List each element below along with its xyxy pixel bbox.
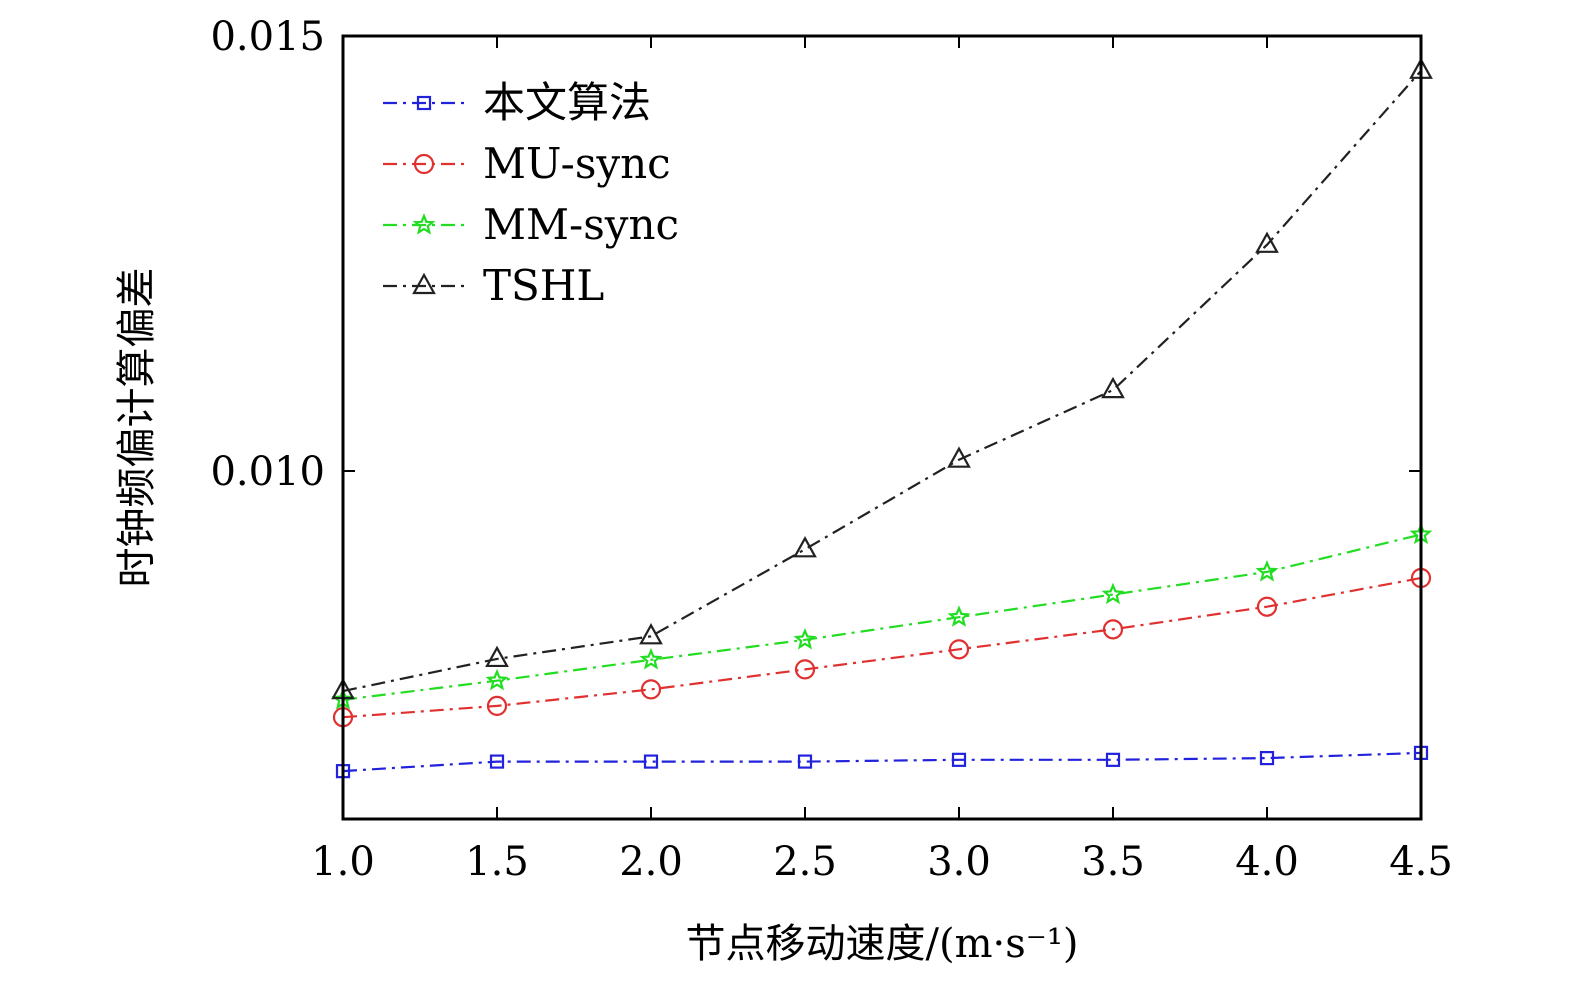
data-point [1259,750,1275,766]
data-point [1101,376,1125,399]
data-point [486,695,508,717]
legend-item: TSHL [383,261,604,310]
legend-swatch-marker [416,95,432,111]
data-point [794,659,816,680]
legend-label: MU-sync [483,139,671,188]
legend-swatch-marker [412,272,436,295]
y-tick-label: 0.010 [210,449,325,495]
data-point [947,446,971,468]
series-2 [331,522,1433,710]
legend-swatch-marker [413,153,435,175]
legend-swatch-marker [412,213,436,235]
legend-item: MU-sync [383,139,671,188]
data-point [485,645,509,668]
data-point [643,754,659,769]
series-line [342,70,1422,693]
plot-frame [341,34,1423,821]
x-tick-label: 3.5 [1081,839,1145,885]
series-0 [335,745,1429,779]
y-axis-ticks: 0.010 0.015 [210,14,1421,495]
x-axis-ticks: 1.0 1.5 2.0 2.5 3.0 3.5 4.0 4.5 [311,36,1453,885]
data-point [1102,619,1124,640]
legend-label: TSHL [483,261,604,310]
data-point [1255,231,1279,253]
data-point [639,647,663,670]
y-axis-label: 时钟频偏计算偏差 [114,268,160,588]
data-point [793,627,817,650]
data-point [485,668,509,691]
data-point [1105,752,1121,767]
legend-item: MM-sync [383,200,679,249]
data-point [640,679,662,700]
data-point [639,623,663,645]
data-point [951,752,967,767]
data-point [948,639,970,660]
legend-label: 本文算法 [483,78,651,127]
data-point [1256,596,1278,617]
x-tick-label: 1.5 [465,839,529,885]
x-tick-label: 2.5 [773,839,837,885]
data-point [1101,582,1125,605]
legend-label: MM-sync [483,200,679,249]
x-tick-label: 1.0 [311,839,375,885]
data-point [797,754,813,769]
x-tick-label: 2.0 [619,839,683,885]
series-line [342,576,1422,719]
series-line [342,751,1422,773]
data-point [1255,560,1279,582]
x-tick-label: 3.0 [927,839,991,885]
data-point [489,754,505,769]
legend-item: 本文算法 [383,78,651,127]
plot-area [331,57,1433,779]
data-point [947,605,971,627]
y-tick-label: 0.015 [210,14,325,60]
x-tick-label: 4.0 [1235,839,1299,885]
data-point [793,536,817,558]
x-tick-label: 4.5 [1389,839,1453,885]
legend: 本文算法 MU-sync MM-sync TSHL [383,78,679,310]
series-line [342,533,1422,701]
series-1 [332,567,1432,728]
x-axis-label: 节点移动速度/(m·s⁻¹) [685,921,1078,967]
